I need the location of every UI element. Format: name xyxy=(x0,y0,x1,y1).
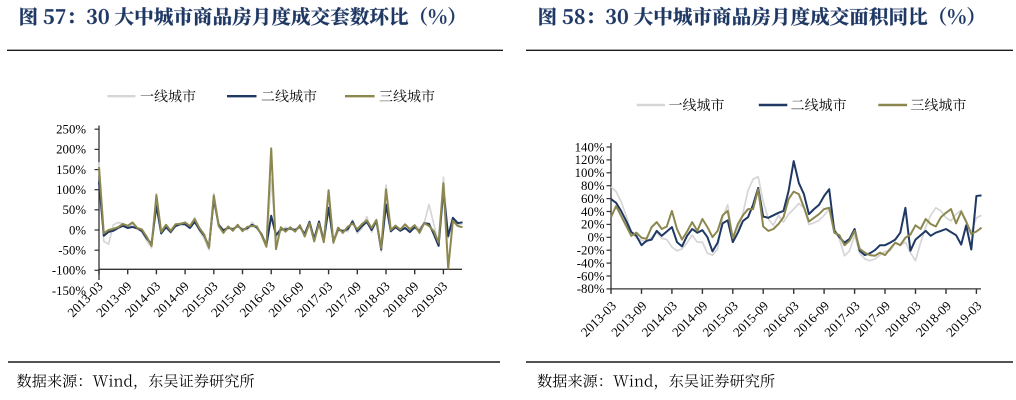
svg-text:-20%: -20% xyxy=(577,244,605,258)
svg-text:150%: 150% xyxy=(56,163,86,177)
svg-text:-80%: -80% xyxy=(577,282,605,296)
svg-text:0%: 0% xyxy=(587,231,604,245)
svg-text:100%: 100% xyxy=(56,183,86,197)
svg-text:20%: 20% xyxy=(581,218,605,232)
svg-text:200%: 200% xyxy=(56,143,86,157)
svg-text:140%: 140% xyxy=(575,140,605,154)
svg-text:0%: 0% xyxy=(69,223,86,237)
svg-text:-60%: -60% xyxy=(577,269,605,283)
svg-text:100%: 100% xyxy=(575,166,605,180)
svg-text:-150%: -150% xyxy=(52,284,86,298)
svg-text:50%: 50% xyxy=(63,203,87,217)
svg-text:-40%: -40% xyxy=(577,256,605,270)
svg-text:60%: 60% xyxy=(581,192,605,206)
svg-text:80%: 80% xyxy=(581,179,605,193)
svg-text:-50%: -50% xyxy=(58,244,86,258)
svg-text:120%: 120% xyxy=(575,153,605,167)
svg-text:250%: 250% xyxy=(56,123,86,137)
svg-text:-100%: -100% xyxy=(52,264,86,278)
svg-text:40%: 40% xyxy=(581,205,605,219)
